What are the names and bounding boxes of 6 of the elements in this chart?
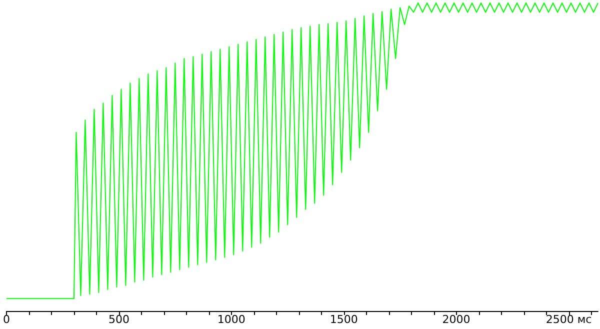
x-tick-label: 0 [3, 313, 10, 326]
x-tick-label: 2500 мс [546, 313, 592, 326]
x-tick-label: 1000 [217, 313, 246, 326]
x-tick-label: 1500 [330, 313, 358, 326]
x-tick-label: 500 [108, 313, 130, 326]
x-tick-label: 2000 [442, 313, 470, 326]
